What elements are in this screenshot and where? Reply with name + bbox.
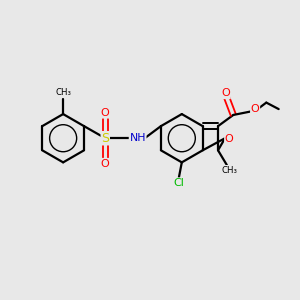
Text: O: O (101, 158, 110, 169)
Text: NH: NH (129, 133, 146, 143)
Text: O: O (101, 108, 110, 118)
Text: O: O (251, 104, 260, 114)
Text: S: S (101, 132, 109, 145)
Text: O: O (225, 134, 233, 144)
Text: Cl: Cl (173, 178, 184, 188)
Text: CH₃: CH₃ (221, 166, 237, 175)
Text: CH₃: CH₃ (55, 88, 71, 98)
Text: O: O (221, 88, 230, 98)
